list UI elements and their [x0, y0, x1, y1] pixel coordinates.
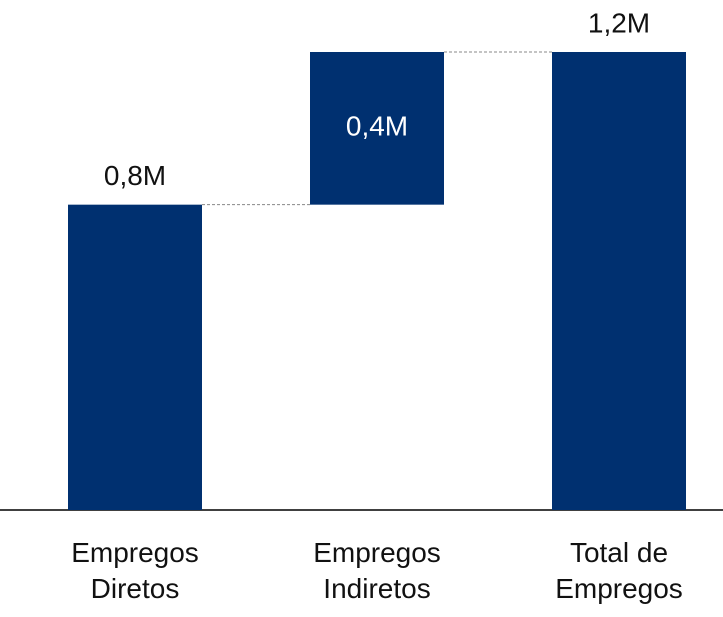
category-label: Empregos Indiretos — [313, 537, 441, 604]
category-label: Total de Empregos — [555, 537, 683, 604]
bar — [310, 52, 444, 205]
value-label: 0,8M — [104, 160, 166, 191]
category-label: Empregos Diretos — [71, 537, 199, 604]
value-label: 1,2M — [588, 7, 650, 38]
value-label: 0,4M — [346, 111, 408, 142]
bar — [68, 204, 202, 510]
bar — [552, 52, 686, 510]
